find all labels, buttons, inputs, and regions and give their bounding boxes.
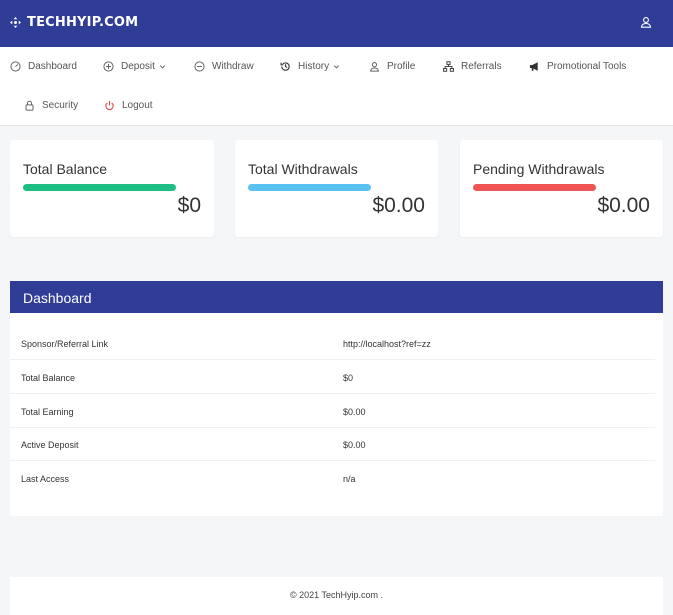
nav-history[interactable]: History [280,61,340,72]
nav-withdraw-label: Withdraw [212,61,254,72]
stat-value: $0.00 [597,194,650,217]
nav-dashboard[interactable]: Dashboard [10,61,77,72]
nav-logout-label: Logout [122,100,153,111]
nav-deposit-label: Deposit [121,61,155,72]
user-icon [370,62,379,72]
stat-card-total-balance: Total Balance $0 [10,140,214,237]
nav-deposit[interactable]: Deposit [103,61,166,72]
nav-promotional-tools[interactable]: Promotional Tools [529,61,626,72]
nav-withdraw[interactable]: Withdraw [194,61,254,72]
power-icon [105,100,114,111]
nav-security-label: Security [42,100,79,111]
chevron-down-icon [334,65,340,69]
nav-referrals[interactable]: Referrals [443,61,502,72]
megaphone-icon [529,62,538,71]
row-value: n/a [343,474,356,484]
nav-referrals-label: Referrals [461,61,502,72]
stat-progress-bar [248,184,371,191]
nav-promotional-tools-label: Promotional Tools [547,61,627,72]
sitemap-icon [443,61,454,72]
history-icon [280,62,290,71]
minus-circle-icon [194,61,205,72]
stat-value: $0 [177,194,201,217]
referral-link[interactable]: http://localhost?ref=zz [343,339,431,349]
table-row: Last Access n/a [10,462,655,495]
stat-progress-bar [23,184,176,191]
top-bar: TECHHYIP.COM [0,0,673,47]
stat-title: Pending Withdrawals [473,161,605,177]
table-row: Sponsor/Referral Link http://localhost?r… [10,327,655,360]
table-row: Total Balance $0 [10,361,655,394]
main-nav: Dashboard Deposit Withdraw History Profi… [0,47,673,126]
nav-security[interactable]: Security [24,100,78,111]
chevron-down-icon [159,65,165,69]
lock-icon [25,100,34,111]
row-label: Sponsor/Referral Link [21,339,109,349]
nav-dashboard-label: Dashboard [28,61,77,72]
nav-profile[interactable]: Profile [369,61,415,72]
nav-profile-label: Profile [387,61,416,72]
brand-name: TECHHYIP.COM [27,15,139,30]
row-value: $0.00 [343,407,366,417]
copyright-text: © 2021 TechHyip.com . [289,590,383,600]
row-value: $0.00 [343,440,366,450]
table-row: Active Deposit $0.00 [10,428,655,461]
dashboard-icon [10,61,21,72]
row-value: $0 [343,373,354,383]
row-label: Total Earning [21,407,74,417]
row-label: Total Balance [21,373,76,383]
brand-logo[interactable]: TECHHYIP.COM [10,15,138,30]
user-account-icon[interactable] [640,16,652,28]
table-row: Total Earning $0.00 [10,395,655,428]
move-icon [10,17,21,28]
footer: © 2021 TechHyip.com . [10,577,663,615]
nav-history-label: History [298,61,330,72]
stat-card-pending-withdrawals: Pending Withdrawals $0.00 [460,140,663,237]
plus-circle-icon [103,61,114,72]
row-label: Active Deposit [21,440,79,450]
row-label: Last Access [21,474,70,484]
panel-title: Dashboard [10,281,663,313]
dashboard-panel: Dashboard Sponsor/Referral Link http://l… [10,281,663,516]
stat-title: Total Balance [23,161,108,177]
stat-value: $0.00 [372,194,425,217]
stat-title: Total Withdrawals [248,161,358,177]
stat-progress-bar [473,184,596,191]
nav-logout[interactable]: Logout [104,100,153,111]
stat-card-total-withdrawals: Total Withdrawals $0.00 [235,140,438,237]
